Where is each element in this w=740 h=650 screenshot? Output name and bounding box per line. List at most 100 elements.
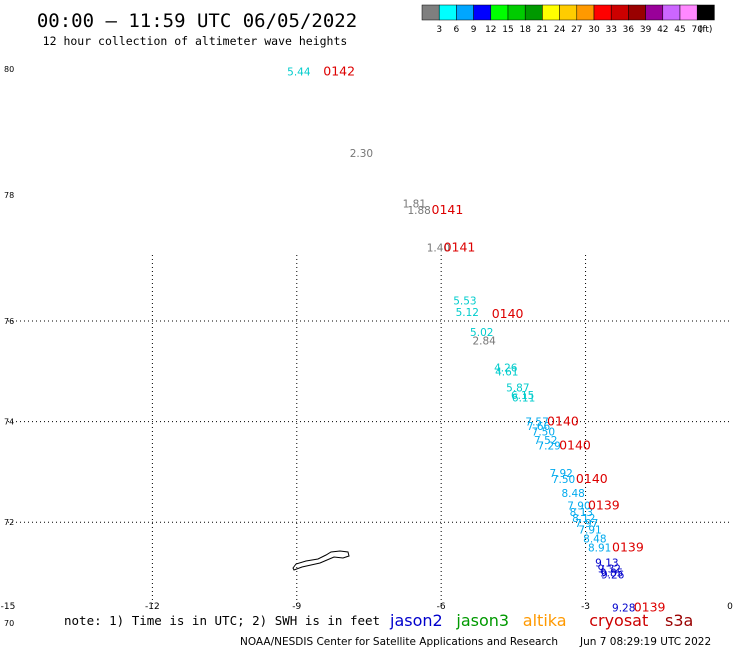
latitude-tick-label: 78 [4, 191, 14, 200]
legend-tick-label: 15 [502, 25, 513, 35]
wave-height-label: 5.44 [287, 66, 311, 78]
wave-height-label: 7.50 [552, 474, 575, 486]
jan-mayen-island-outline [292, 550, 350, 571]
wave-height-label: 7.92 [549, 468, 572, 480]
wave-height-label: 1.88 [407, 205, 430, 217]
longitude-tick-label: -3 [581, 602, 590, 612]
wave-height-label: 7.29 [537, 440, 560, 452]
wave-height-label: 9.85 [600, 568, 623, 580]
orbit-number-label: 0140 [492, 306, 524, 321]
orbit-number-label: 0139 [612, 539, 644, 554]
wave-height-label: 4.61 [495, 366, 518, 378]
wave-height-label: 5.87 [506, 382, 529, 394]
wave-height-label: 8.91 [588, 542, 611, 554]
legend-swatch [473, 4, 492, 21]
wave-height-label: 9.32 [598, 564, 621, 576]
longitude-tick-label: 0 [727, 602, 733, 612]
legend-tick-label: 42 [657, 25, 668, 35]
orbit-number-label: 0141 [432, 202, 464, 217]
footer-note: note: 1) Time is in UTC; 2) SWH is in fe… [64, 613, 380, 628]
color-scale-legend: 3 6 9 12 15 18 21 24 27 30 33 36 39 42 45 70(ft) [421, 4, 715, 35]
satellite-name: jason2 [389, 611, 443, 630]
legend-tick-label: 24 [554, 25, 566, 35]
legend-swatch [576, 4, 595, 21]
footer-credit: NOAA/NESDIS Center for Satellite Applica… [240, 636, 558, 648]
satellite-name: jason3 [455, 611, 509, 630]
legend-swatch [593, 4, 612, 21]
legend-tick-label: 3 [436, 25, 442, 35]
wave-height-label: 2.84 [472, 336, 496, 348]
wave-height-label: 5.12 [456, 307, 479, 319]
wave-height-label: 9.13 [595, 557, 618, 569]
legend-tick-label: 45 [674, 25, 685, 35]
wave-height-label: 5.02 [470, 327, 493, 339]
legend-swatch [542, 4, 560, 21]
legend-tick-label: 27 [571, 25, 582, 35]
orbit-number-label: 0139 [588, 498, 620, 513]
wave-height-label: 7.66 [527, 421, 551, 433]
wave-height-label: 6.15 [511, 390, 534, 402]
orbit-number-label: 0139 [634, 600, 666, 615]
legend-tick-label: 18 [519, 25, 531, 35]
map-subtitle: 12 hour collection of altimeter wave hei… [43, 34, 348, 48]
wave-height-label: 8.12 [572, 513, 595, 525]
satellite-legend: jason2 jason3 altika cryosat s3a [389, 611, 693, 630]
latitude-tick-label: 76 [4, 317, 14, 326]
wave-height-label: 7.91 [578, 524, 601, 536]
legend-tick-label: 36 [623, 25, 635, 35]
legend-swatch [456, 4, 474, 21]
longitude-tick-label: -6 [437, 602, 446, 612]
map-grid: -15 -12 -9 -6 -3 0 80 78 76 74 72 70 [1, 65, 733, 628]
longitude-tick-label: -12 [145, 602, 160, 612]
legend-tick-label: 12 [485, 25, 496, 35]
legend-unit: (ft) [699, 25, 713, 35]
legend-tick-label: 39 [640, 25, 652, 35]
orbit-labels: 0142 0141 0141 0140 0140 0140 0140 0139 0139 0139 [323, 63, 665, 614]
wave-height-label: 9.28 [612, 603, 635, 615]
satellite-name: s3a [665, 611, 693, 630]
wave-height-label: 1.81 [403, 199, 426, 211]
legend-tick-label: 70 [691, 25, 703, 35]
legend-swatch [490, 4, 509, 21]
wave-height-label: 4.26 [494, 362, 518, 374]
legend-swatch [559, 4, 578, 21]
wave-height-label: 7.57 [525, 417, 548, 429]
wave-height-label: 5.53 [453, 296, 476, 308]
legend-swatch [524, 4, 543, 21]
legend-swatch [507, 4, 526, 21]
legend-swatch [610, 4, 629, 21]
longitude-tick-label: -15 [1, 602, 16, 612]
legend-swatch [679, 4, 698, 21]
wave-height-labels: 5.44 2.30 1.811.88 1.40 5.535.12 5.022.84 4.26… [287, 66, 635, 614]
orbit-number-label: 0140 [559, 437, 591, 452]
legend-swatch [645, 4, 664, 21]
orbit-number-label: 0142 [323, 63, 355, 78]
legend-tick-label: 21 [537, 25, 548, 35]
wave-height-label: 7.50 [532, 427, 555, 439]
legend-swatch [421, 4, 440, 21]
legend-tick-label: 9 [471, 25, 477, 35]
wave-height-label: 8.48 [561, 488, 584, 500]
wave-height-label: 8.13 [570, 507, 593, 519]
wave-height-label: 1.40 [427, 243, 450, 255]
wave-height-label: 9.26 [601, 570, 625, 582]
legend-swatch [438, 4, 457, 21]
legend-tick-label: 30 [588, 25, 600, 35]
legend-swatch [662, 4, 681, 21]
footer-timestamp: Jun 7 08:29:19 UTC 2022 [579, 636, 711, 648]
satellite-name: altika [523, 611, 567, 630]
wave-height-label: 2.30 [350, 148, 373, 160]
latitude-tick-label: 72 [4, 518, 14, 527]
latitude-tick-label: 74 [4, 418, 14, 427]
wave-height-label: 7.90 [567, 501, 590, 513]
wave-height-label: 8.48 [583, 533, 606, 545]
legend-tick-label: 33 [605, 25, 616, 35]
legend-swatch [628, 4, 646, 21]
legend-tick-label: 6 [454, 25, 460, 35]
map-title: 00:00 – 11:59 UTC 06/05/2022 [37, 10, 357, 32]
wave-height-label: 7.97 [575, 518, 598, 530]
orbit-number-label: 0140 [576, 471, 608, 486]
longitude-tick-label: -9 [292, 602, 301, 612]
orbit-number-label: 0140 [547, 414, 579, 429]
